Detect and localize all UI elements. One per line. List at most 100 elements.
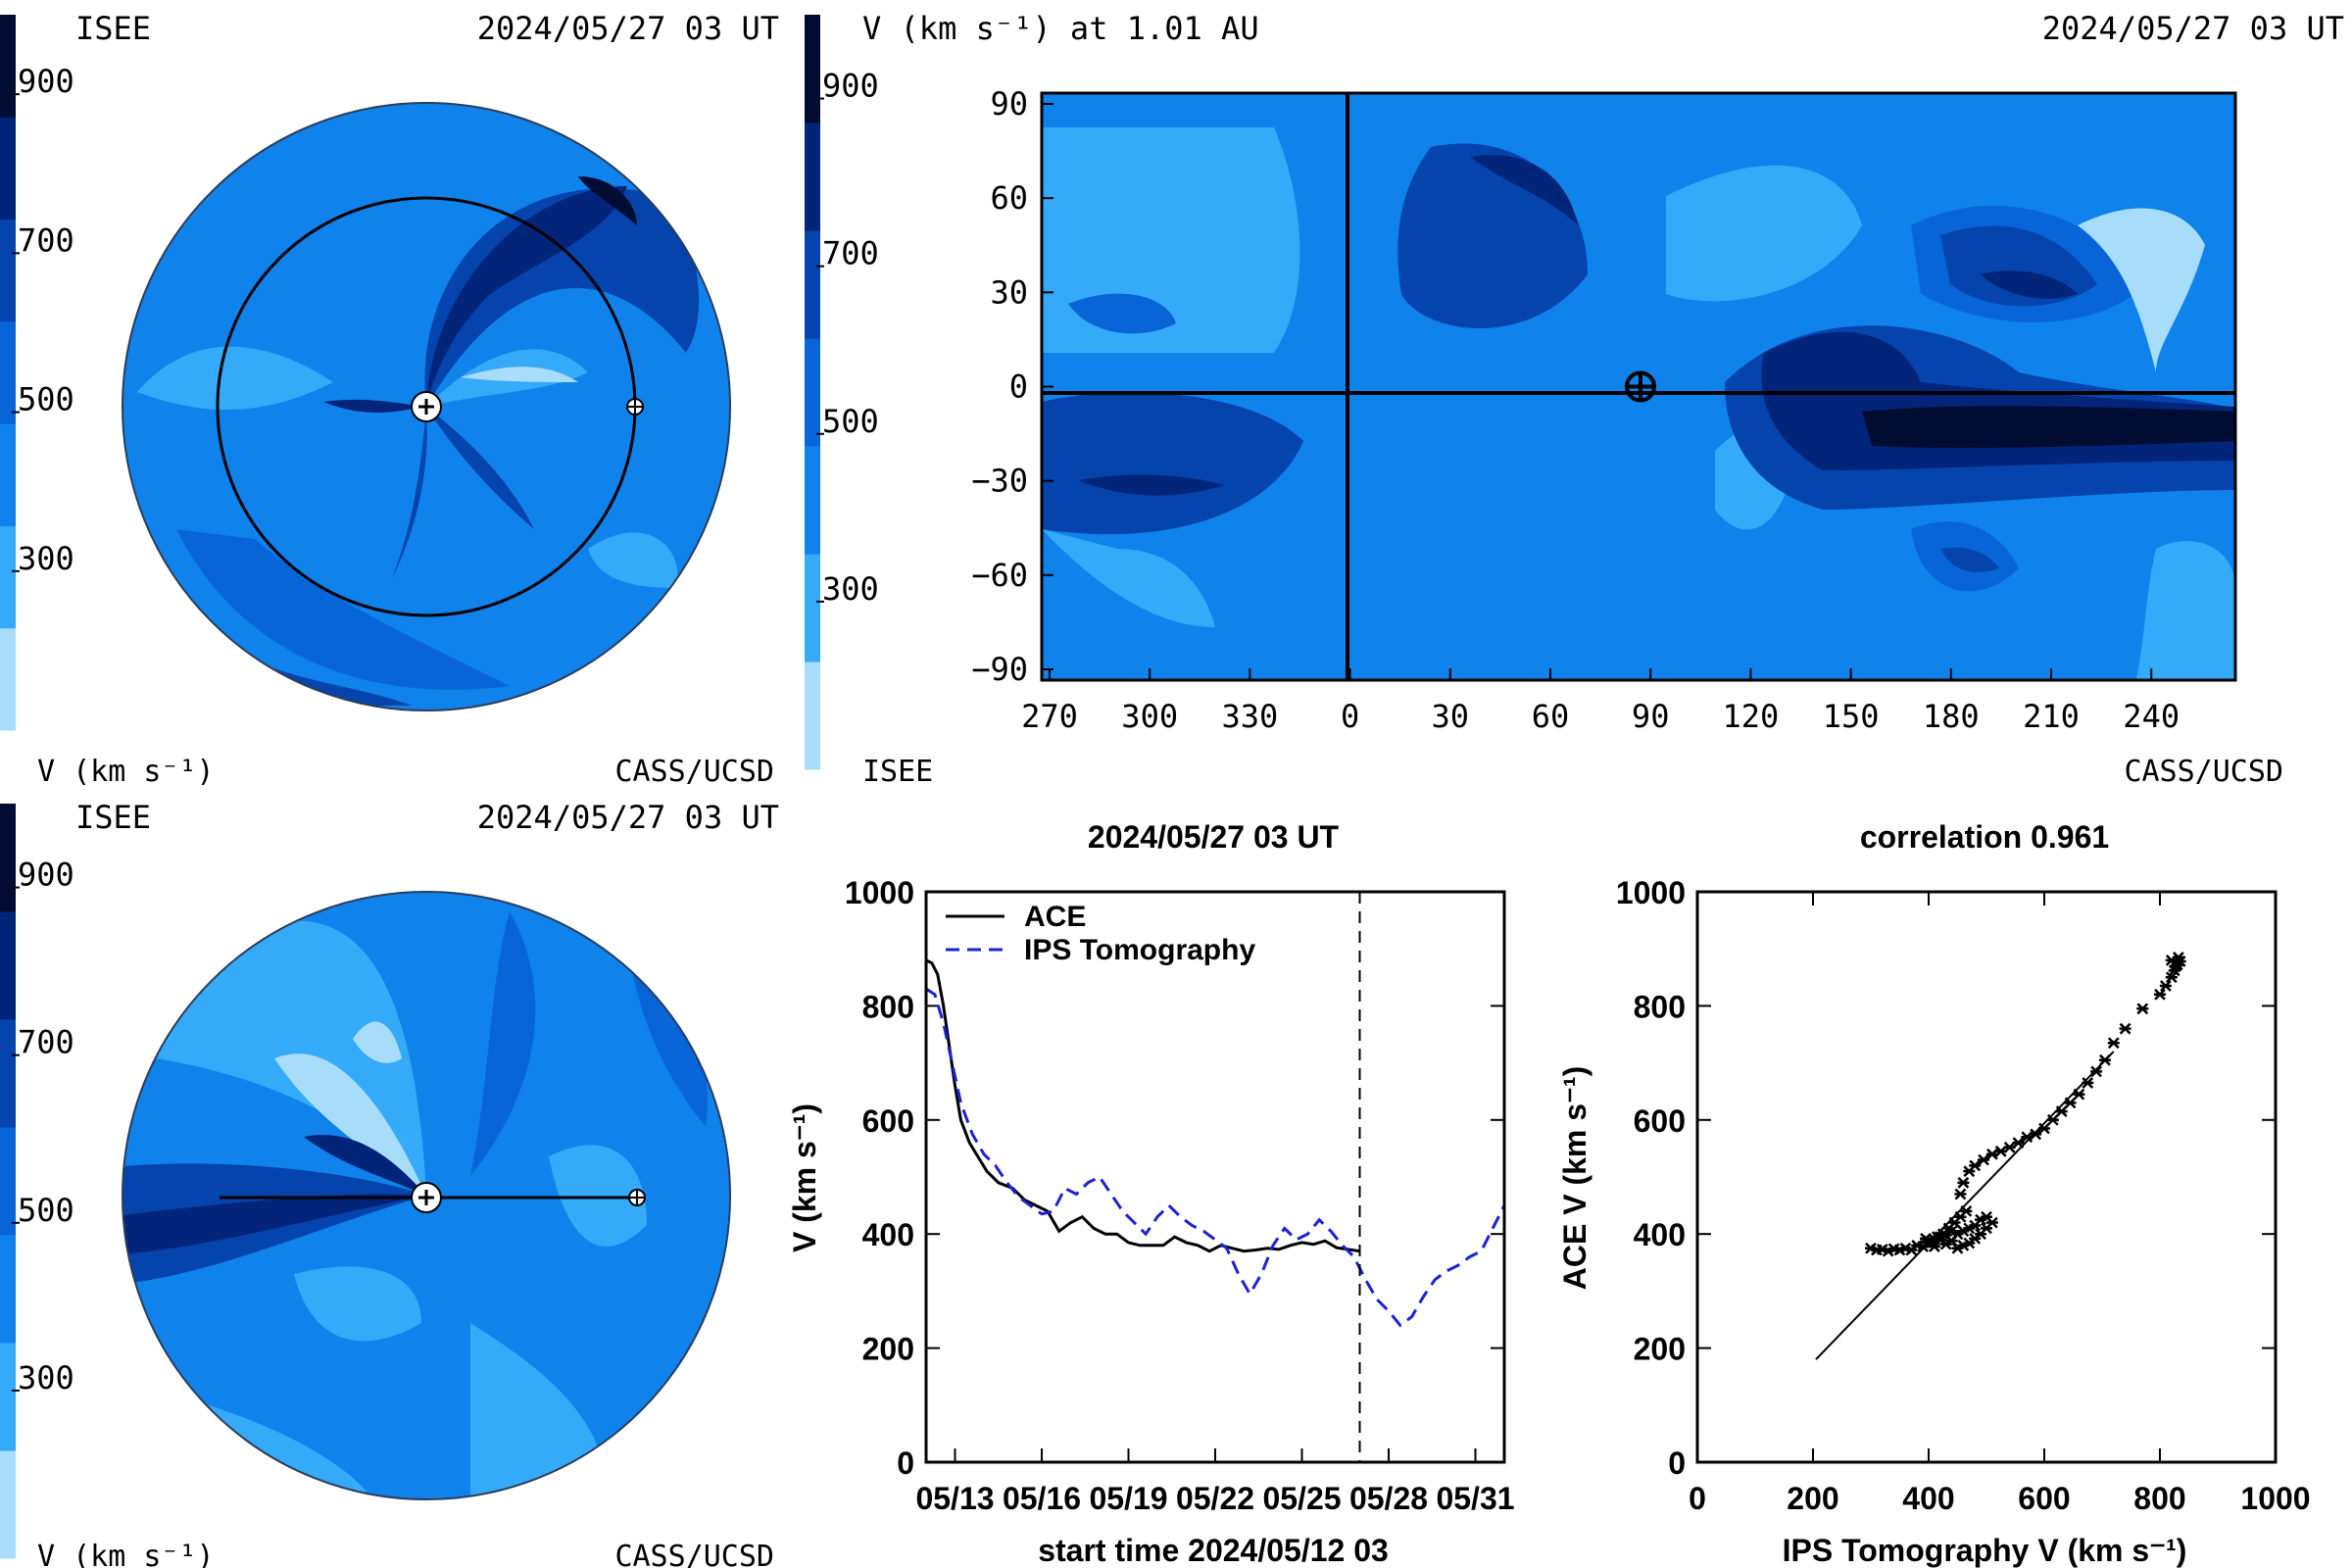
scatter-x-tick-label: 0 [1689,1481,1706,1516]
map-x-tick-label: 90 [1632,698,1670,735]
scatter-y-tick-label: 200 [1634,1332,1686,1367]
colorbar-tick-label: 300 [822,570,879,608]
line-y-tick-label: 600 [862,1103,914,1139]
line-x-tick-label: 05/13 [915,1481,994,1516]
contour-band [2078,208,2205,372]
contour-band [549,1145,647,1247]
colorbar-swatch [0,117,16,220]
contour-band [2136,541,2235,680]
contour-band [1068,293,1176,334]
colorbar-swatch [805,662,820,770]
contour-band [122,1194,426,1254]
earth-marker [626,398,644,416]
line-chart-title: 2024/05/27 03 UT [1088,819,1340,855]
colorbar-tick-label: 900 [822,68,879,105]
colorbar-tick-label: 300 [18,540,74,577]
scatter-point [2170,959,2182,972]
org-label-bottom-left: ISEE [75,799,151,836]
scatter-y-tick-label: 800 [1634,989,1686,1024]
time-label-bottom-left: 2024/05/27 03 UT [477,799,779,836]
series-line-ips-tomography [926,987,1504,1328]
colorbar-tick-label: 900 [18,857,74,894]
scatter-point [2030,1128,2042,1141]
scatter-x-tick-label: 200 [1787,1481,1838,1516]
colorbar-swatch [0,1343,16,1451]
scatter-point [2082,1077,2094,1089]
scatter-chart-title: correlation 0.961 [1860,819,2109,855]
scatter-point [2064,1097,2077,1109]
scatter-point [2073,1088,2085,1101]
contour-band [1042,529,1215,627]
scatter-point [2154,988,2166,1001]
colorbar-tick-label: 700 [822,235,879,272]
scatter-y-tick-label: 1000 [1616,875,1686,910]
contour-band [470,1323,608,1499]
scatter-y-tick-label: 0 [1668,1446,1686,1481]
line-x-tick-label: 05/31 [1436,1481,1514,1516]
contour-band [1470,155,1578,225]
colorbar-swatch [0,1235,16,1344]
colorbar-swatch [0,15,16,118]
colorbar-tick-label: 500 [18,1192,74,1229]
contour-band [353,1021,402,1063]
map-title: V (km s⁻¹) at 1.01 AU [862,10,1259,47]
colorbar-swatch [0,219,16,322]
colorbar-swatch [0,525,16,629]
map-y-tick-label: 60 [990,179,1028,217]
contour-band [323,399,421,414]
map-x-tick-label: 60 [1532,698,1570,735]
map-x-tick-label: 330 [1222,698,1279,735]
contour-band [470,911,536,1176]
line-chart-xlabel: start time 2024/05/12 03 [1038,1533,1389,1568]
map-x-tick-label: 120 [1723,698,1780,735]
map-x-tick-label: 210 [2023,698,2080,735]
scatter-point [2038,1122,2050,1135]
colorbar-swatch [0,423,16,526]
scatter-chart-ylabel: ACE V (km s⁻¹) [1557,1066,1592,1290]
regression-line [1815,1051,2115,1360]
map-axes: 270 300 330 0 30 60 90 120 150 180 210 2409060300−3… [971,85,2180,735]
credit-label-top-right: CASS/UCSD [2124,755,2283,789]
scatter-point [1954,1188,1967,1200]
contour-band [426,186,627,407]
line-x-tick-label: 05/25 [1262,1481,1341,1516]
map-y-tick-label: 30 [990,273,1028,311]
colorbar-swatch [0,804,16,912]
scatter-point [2046,1113,2059,1126]
line-x-tick-label: 05/28 [1349,1481,1428,1516]
bottom-left-panel: 900 700 500 300 ISEE 2024/05/27 03 UT V (km… [0,799,779,1568]
org-label-top-right: ISEE [862,755,933,789]
colorbar-swatch [805,446,820,555]
line-x-tick-label: 05/19 [1089,1481,1167,1516]
scatter-point [1969,1159,1982,1172]
scatter-point [2055,1105,2068,1117]
colorbar-bottom-left [0,804,16,1559]
colorbar-tick-label: 500 [822,403,879,440]
contour-band [461,367,578,382]
contour-band [426,407,534,529]
colorbar-tick-label: 900 [18,63,74,100]
contour-band [588,532,678,588]
scatter-point [1960,1205,1973,1217]
line-y-tick-label: 1000 [845,875,914,910]
scatter-x-tick-label: 1000 [2240,1481,2310,1516]
scatter-point [1957,1176,1970,1189]
map-y-tick-label: 0 [1009,368,1028,406]
colorbar-swatch [805,230,820,339]
colorbar-swatch [0,911,16,1020]
units-label-bottom-left: V (km s⁻¹) [37,1540,215,1568]
contour-band [424,188,700,407]
series-line-ace [926,958,1360,1253]
scatter-point [2165,971,2178,984]
scatter-x-tick-label: 400 [1902,1481,1954,1516]
line-chart-series [926,892,1504,1462]
scatter-chart-points [1815,952,2186,1360]
colorbar-ticks-top-left: 900 700 500 300 [12,63,74,577]
map-x-tick-label: 240 [2123,698,2180,735]
colorbar-top-left [0,15,16,731]
scatter-point [2098,1054,2111,1066]
line-y-tick-label: 0 [897,1446,914,1481]
